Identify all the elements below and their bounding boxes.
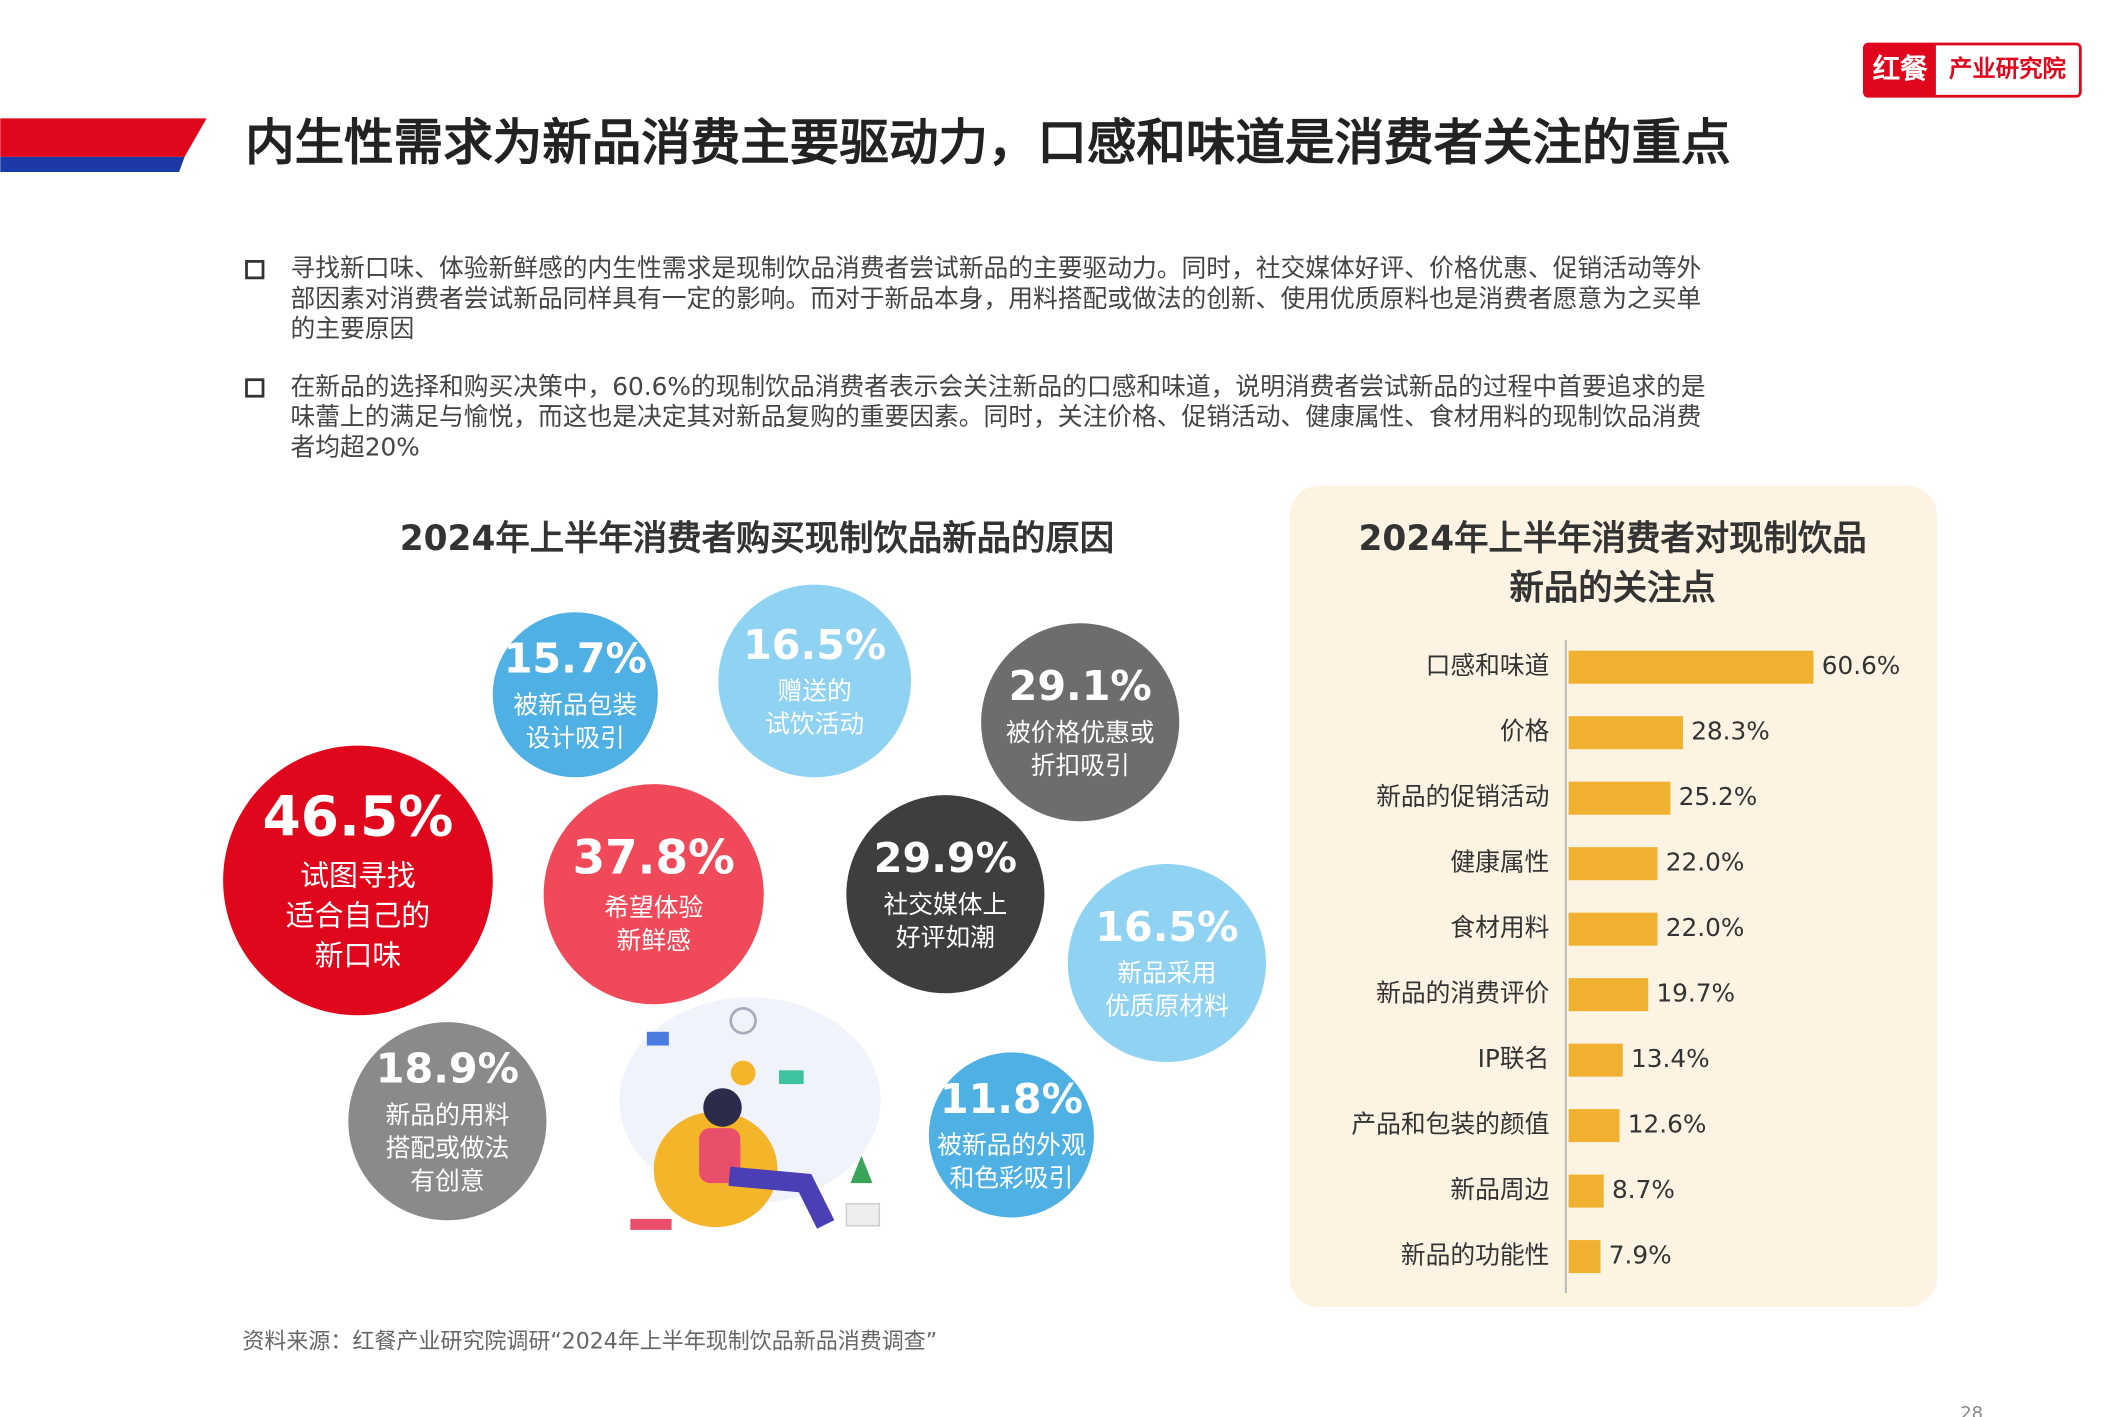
bubble-label: 适合自己的 bbox=[286, 898, 430, 932]
bubble-label: 希望体验 bbox=[604, 893, 703, 922]
bar-value-label: 28.3% bbox=[1691, 717, 1770, 746]
bar-chart-title: 新品的关注点 bbox=[1509, 569, 1715, 609]
bubble bbox=[223, 745, 493, 1016]
bubble-value: 11.8% bbox=[940, 1075, 1083, 1123]
bubble-value: 29.1% bbox=[1009, 662, 1152, 710]
bubble bbox=[718, 584, 911, 778]
bubble-label: 社交媒体上 bbox=[884, 890, 1008, 919]
bullet-text: 在新品的选择和购买决策中，60.6%的现制饮品消费者表示会关注新品的口感和味道，… bbox=[291, 372, 1706, 401]
logo-mark: 红餐 bbox=[1873, 53, 1928, 85]
logo-mark-bg bbox=[1864, 44, 1936, 97]
bubble bbox=[348, 1022, 547, 1221]
bullet-text: 部因素对消费者尝试新品同样具有一定的影响。而对于新品本身，用料搭配或做法的创新、… bbox=[291, 284, 1702, 313]
bubble-label: 好评如潮 bbox=[896, 923, 995, 952]
bubble-label: 设计吸引 bbox=[526, 723, 625, 752]
bubble-label: 有创意 bbox=[410, 1166, 484, 1195]
bubble-value: 46.5% bbox=[263, 785, 454, 849]
bar-value-label: 12.6% bbox=[1628, 1110, 1707, 1139]
illustration bbox=[619, 997, 881, 1230]
category-label: 口感和味道 bbox=[1426, 651, 1550, 680]
category-label: 食材用料 bbox=[1450, 913, 1549, 942]
category-label: 健康属性 bbox=[1450, 848, 1549, 877]
category-label: 新品周边 bbox=[1450, 1175, 1549, 1204]
category-label: 新品的功能性 bbox=[1401, 1241, 1550, 1270]
category-label: 新品的促销活动 bbox=[1376, 782, 1549, 811]
bar-value-label: 22.0% bbox=[1666, 848, 1745, 877]
bullet-text: 的主要原因 bbox=[291, 314, 415, 343]
bubble-label: 被新品的外观 bbox=[937, 1131, 1086, 1160]
bullet-text: 寻找新口味、体验新鲜感的内生性需求是现制饮品消费者尝试新品的主要驱动力。同时，社… bbox=[291, 254, 1702, 283]
bubble-label: 新鲜感 bbox=[617, 926, 691, 955]
bar bbox=[1568, 1240, 1601, 1274]
bubble bbox=[928, 1052, 1094, 1218]
bubble-chart-title: 2024年上半年消费者购买现制饮品新品的原因 bbox=[400, 519, 1114, 559]
category-label: 价格 bbox=[1500, 717, 1550, 746]
bubble-label: 新品采用 bbox=[1117, 959, 1216, 988]
bubble-label: 试饮活动 bbox=[765, 710, 864, 739]
bar bbox=[1568, 912, 1658, 946]
bubble-label: 被新品包装 bbox=[513, 690, 637, 719]
category-label: IP联名 bbox=[1478, 1044, 1550, 1073]
bubble-label: 折扣吸引 bbox=[1031, 751, 1130, 780]
bar-value-label: 25.2% bbox=[1679, 782, 1758, 811]
logo-text: 产业研究院 bbox=[1949, 55, 2067, 83]
bubble-value: 15.7% bbox=[504, 635, 647, 683]
bubble bbox=[846, 795, 1045, 994]
bubble-label: 赠送的 bbox=[778, 677, 852, 706]
title-bar-red bbox=[0, 118, 207, 157]
bubble-label: 试图寻找 bbox=[300, 859, 416, 893]
bullet-box bbox=[245, 378, 265, 398]
bubble bbox=[981, 623, 1180, 822]
bubble-label: 新品的用料 bbox=[385, 1100, 509, 1129]
bar bbox=[1568, 650, 1814, 684]
bubble-label: 搭配或做法 bbox=[385, 1133, 509, 1162]
bar-panel bbox=[1289, 485, 1938, 1307]
bubble-label: 被价格优惠或 bbox=[1006, 718, 1155, 747]
page-number: 28 bbox=[1960, 1403, 1983, 1417]
bubble-label: 新口味 bbox=[315, 938, 402, 972]
bubble bbox=[492, 612, 658, 778]
bullet-text: 味蕾上的满足与愉悦，而这也是决定其对新品复购的重要因素。同时，关注价格、促销活动… bbox=[291, 402, 1702, 431]
bar bbox=[1568, 978, 1649, 1012]
bar bbox=[1568, 716, 1683, 750]
bar bbox=[1568, 1043, 1623, 1077]
bubble-label: 优质原材料 bbox=[1105, 992, 1229, 1021]
bar-value-label: 7.9% bbox=[1609, 1241, 1672, 1270]
category-label: 产品和包装的颜值 bbox=[1351, 1110, 1549, 1139]
bubble-value: 37.8% bbox=[573, 832, 735, 886]
bullet-text: 者均超20% bbox=[291, 432, 420, 461]
bubble bbox=[1067, 863, 1266, 1063]
category-label: 新品的消费评价 bbox=[1376, 979, 1549, 1008]
bubble-label: 和色彩吸引 bbox=[950, 1164, 1074, 1193]
bar-value-label: 60.6% bbox=[1822, 651, 1901, 680]
bubble-value: 16.5% bbox=[743, 621, 886, 669]
bar-value-label: 8.7% bbox=[1612, 1175, 1675, 1204]
bubble bbox=[543, 784, 764, 1005]
bar-value-label: 22.0% bbox=[1666, 913, 1745, 942]
source-note: 资料来源：红餐产业研究院调研“2024年上半年现制饮品新品消费调查” bbox=[242, 1330, 937, 1355]
title-bar-blue bbox=[0, 156, 185, 172]
bubble-value: 18.9% bbox=[376, 1045, 519, 1093]
bullet-box bbox=[245, 260, 265, 280]
bar-value-label: 19.7% bbox=[1656, 979, 1735, 1008]
bar bbox=[1568, 1174, 1604, 1208]
bubble-value: 29.9% bbox=[874, 834, 1017, 882]
bar-chart-title: 2024年上半年消费者对现制饮品 bbox=[1359, 519, 1867, 559]
bubble-value: 16.5% bbox=[1095, 903, 1238, 951]
page-title: 内生性需求为新品消费主要驱动力，口感和味道是消费者关注的重点 bbox=[245, 113, 1730, 171]
bar bbox=[1568, 1109, 1620, 1143]
bar-value-label: 13.4% bbox=[1631, 1044, 1710, 1073]
bar bbox=[1568, 781, 1671, 815]
bar bbox=[1568, 847, 1658, 881]
